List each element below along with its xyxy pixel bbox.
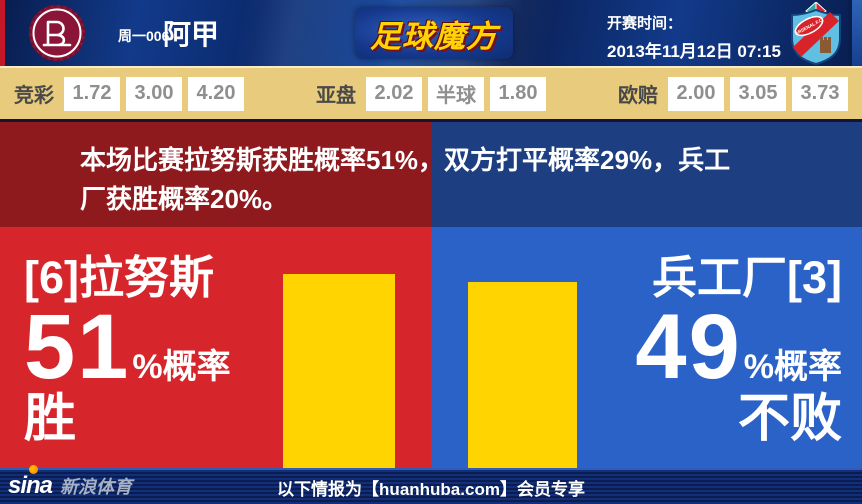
league-title: 阿甲 bbox=[163, 19, 220, 50]
sina-wordmark: sina bbox=[8, 472, 53, 499]
right-blue-edge bbox=[848, 0, 862, 66]
odds-label: 亚盘 bbox=[316, 85, 356, 107]
kickoff-block: 开赛时间： 2013年11月12日 07:15 bbox=[607, 12, 781, 62]
home-probability-line: 51 %概率 bbox=[24, 296, 231, 398]
left-red-edge bbox=[0, 0, 5, 66]
odds-value-box: 1.80 bbox=[490, 76, 546, 111]
probability-bar-home bbox=[283, 274, 395, 468]
odds-row: 竞彩 1.72 3.00 4.20 亚盘 2.02 半球 1.80 欧赔 2.0… bbox=[0, 66, 862, 122]
odds-value-box: 半球 bbox=[428, 76, 484, 111]
odds-value-box: 2.00 bbox=[668, 76, 724, 111]
away-prediction-block: 兵工厂[3] 49 %概率 不败 bbox=[635, 251, 842, 448]
odds-group-jingcai: 竞彩 1.72 3.00 4.20 bbox=[14, 76, 244, 111]
odds-group-yapan: 亚盘 2.02 半球 1.80 bbox=[316, 76, 546, 111]
away-probability-value: 49 bbox=[635, 296, 742, 398]
sina-sports-logo: sina 新浪体育 bbox=[8, 465, 133, 500]
kickoff-time: 2013年11月12日 07:15 bbox=[607, 42, 781, 61]
brand-logo-panel: 足球魔方 bbox=[355, 7, 513, 59]
footer-bar: sina 新浪体育 以下情报为【huanhuba.com】会员专享 bbox=[0, 465, 862, 504]
kickoff-label: 开赛时间： bbox=[607, 15, 683, 32]
home-probability-suffix: %概率 bbox=[132, 348, 231, 386]
odds-value-box: 3.00 bbox=[126, 76, 182, 111]
odds-value-box: 2.02 bbox=[366, 76, 422, 111]
probability-chart: [6]拉努斯 51 %概率 胜 兵工厂[3] 49 %概率 不败 bbox=[0, 227, 862, 468]
home-outcome-label: 胜 bbox=[24, 390, 77, 448]
match-number-label: 周一006 bbox=[118, 28, 170, 44]
probability-bar-away bbox=[468, 282, 577, 468]
odds-label: 欧赔 bbox=[618, 85, 658, 107]
away-team-name: 兵工厂[3] bbox=[652, 252, 842, 303]
arsenal-crest-icon: ARSENAL F.C. bbox=[788, 0, 844, 66]
probability-summary-banner: 本场比赛拉努斯获胜概率51%，双方打平概率29%，兵工厂获胜概率20%。 bbox=[0, 122, 862, 227]
odds-value-box: 4.20 bbox=[188, 76, 244, 111]
odds-value-box: 3.73 bbox=[792, 76, 848, 111]
probability-summary-text: 本场比赛拉努斯获胜概率51%，双方打平概率29%，兵工厂获胜概率20%。 bbox=[80, 145, 731, 214]
lanus-crest-icon bbox=[27, 3, 87, 66]
away-outcome-label: 不败 bbox=[737, 390, 842, 448]
sina-eye-icon bbox=[29, 465, 38, 474]
odds-value-box: 1.72 bbox=[64, 76, 120, 111]
home-probability-value: 51 bbox=[24, 296, 131, 398]
odds-label: 竞彩 bbox=[14, 85, 54, 107]
member-notice-text: 以下情报为【huanhuba.com】会员专享 bbox=[277, 479, 585, 499]
sina-sports-label: 新浪体育 bbox=[60, 477, 133, 497]
away-probability-line: 49 %概率 bbox=[635, 296, 842, 398]
header-bar: 周一006 阿甲 足球魔方 开赛时间： 2013年11月12日 07:15 AR… bbox=[0, 0, 862, 66]
football-cube-logo: 足球魔方 bbox=[370, 18, 498, 54]
odds-group-oupei: 欧赔 2.00 3.05 3.73 bbox=[618, 76, 848, 111]
away-probability-suffix: %概率 bbox=[743, 348, 842, 386]
odds-value-box: 3.05 bbox=[730, 76, 786, 111]
home-team-name: [6]拉努斯 bbox=[24, 252, 214, 303]
home-prediction-block: [6]拉努斯 51 %概率 胜 bbox=[24, 251, 231, 448]
